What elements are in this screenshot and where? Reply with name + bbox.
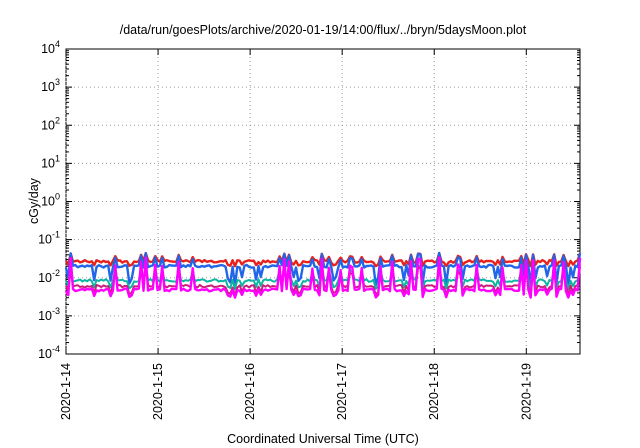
x-axis: 2020-1-14 2020-1-15 2020-1-16 2020-1-17 2020… bbox=[59, 49, 533, 420]
y-tick-label: 10-3 bbox=[38, 306, 60, 323]
grid bbox=[65, 49, 580, 354]
y-tick-label: 104 bbox=[41, 39, 60, 56]
x-tick-label: 2020-1-18 bbox=[427, 363, 441, 420]
y-tick-label: 10-2 bbox=[38, 268, 60, 285]
y-tick-label: 10-1 bbox=[38, 230, 60, 247]
x-tick-label: 2020-1-16 bbox=[243, 363, 257, 420]
y-tick-label: 10-4 bbox=[38, 344, 60, 361]
series-line bbox=[64, 256, 582, 299]
x-tick-label: 2020-1-15 bbox=[151, 363, 165, 420]
x-tick-label: 2020-1-14 bbox=[59, 363, 73, 420]
x-tick-label: 2020-1-19 bbox=[519, 363, 533, 420]
y-tick-label: 103 bbox=[41, 77, 60, 94]
series-group bbox=[64, 251, 582, 299]
y-tick-label: 100 bbox=[41, 192, 60, 209]
chart-title: /data/run/goesPlots/archive/2020-01-19/1… bbox=[120, 23, 527, 37]
x-axis-label: Coordinated Universal Time (UTC) bbox=[227, 432, 419, 446]
y-tick-label: 102 bbox=[41, 115, 60, 132]
x-tick-label: 2020-1-17 bbox=[335, 363, 349, 420]
y-axis-label: cGy/day bbox=[27, 177, 41, 224]
y-tick-label: 101 bbox=[41, 153, 60, 170]
